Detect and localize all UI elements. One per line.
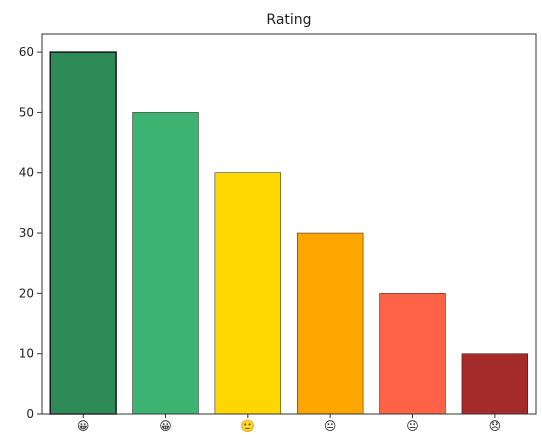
y-tick-label: 20 (19, 286, 34, 300)
x-tick-label: 😞 (489, 419, 502, 433)
bar (49, 51, 117, 415)
plot-frame (41, 33, 537, 415)
y-tick-label: 30 (19, 226, 34, 240)
bars (49, 51, 529, 415)
y-tick-label: 60 (19, 45, 34, 59)
x-tick-label: 😀 (159, 419, 172, 433)
y-tick-label: 40 (19, 166, 34, 180)
y-axis: 0 10 20 30 40 50 60 (19, 45, 42, 421)
bar (379, 293, 446, 415)
x-tick-label: 😐 (406, 419, 419, 433)
bar (296, 232, 364, 415)
bar (461, 353, 529, 415)
chart-title: Rating (266, 12, 311, 28)
y-tick-label: 0 (26, 407, 34, 421)
x-tick-label: 😐 (324, 419, 337, 433)
x-tick-label: 🙂 (240, 419, 255, 433)
x-axis: 😀 😀 🙂 😐 😐 😞 (77, 414, 501, 433)
bar (132, 112, 199, 415)
y-tick-label: 50 (19, 105, 34, 119)
x-tick-label: 😀 (77, 419, 90, 433)
y-tick-label: 10 (19, 347, 34, 361)
bar (214, 172, 282, 415)
